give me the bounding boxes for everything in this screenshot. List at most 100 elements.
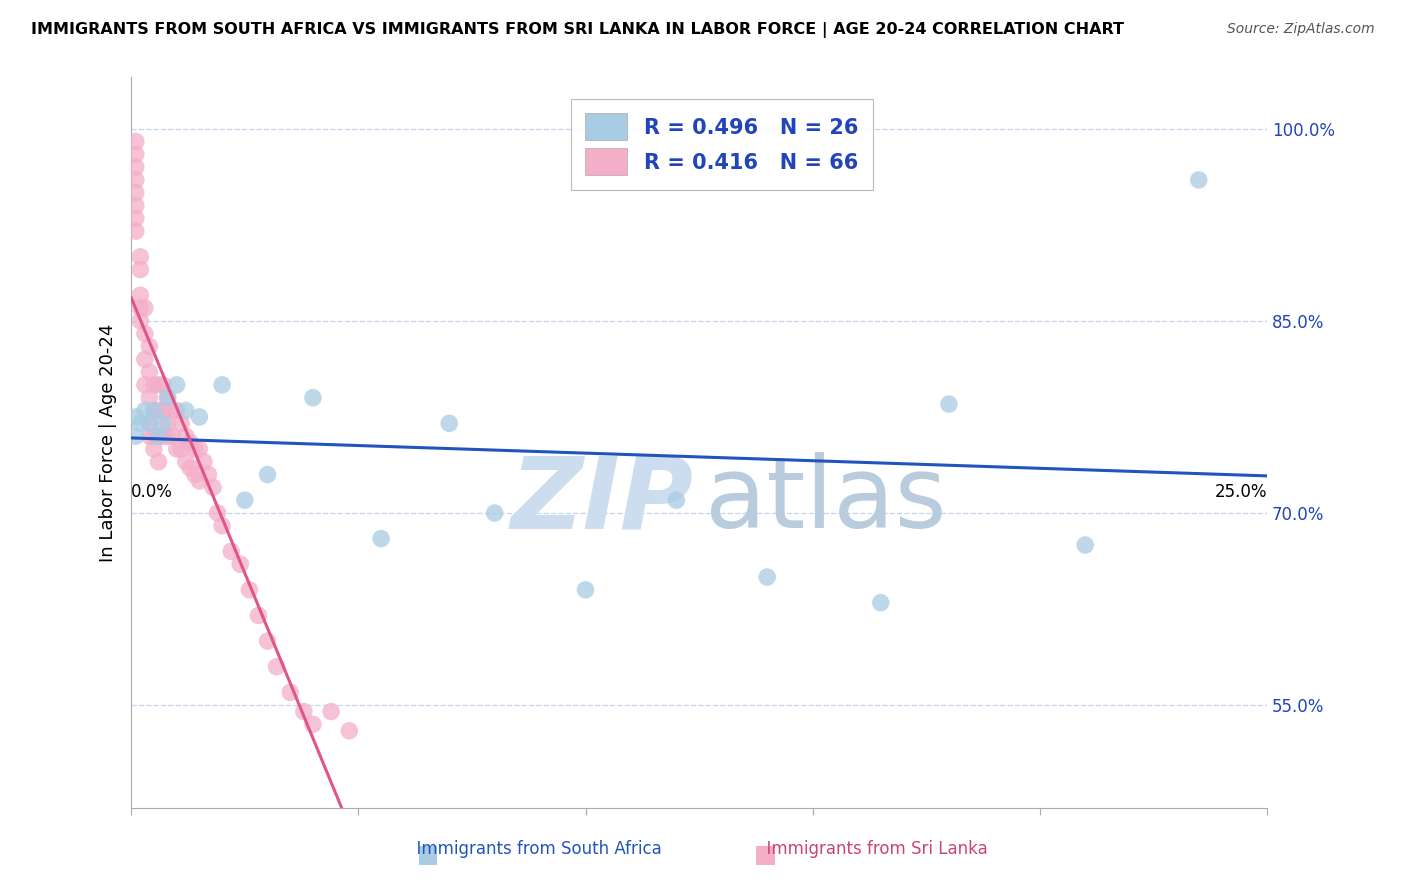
Text: Immigrants from South Africa: Immigrants from South Africa — [406, 840, 662, 858]
Point — [484, 506, 506, 520]
Point — [256, 467, 278, 482]
Point — [170, 442, 193, 456]
Point — [321, 705, 343, 719]
Point — [188, 409, 211, 424]
Y-axis label: In Labor Force | Age 20-24: In Labor Force | Age 20-24 — [100, 323, 117, 562]
Point — [247, 608, 270, 623]
Point — [156, 417, 179, 431]
Point — [229, 558, 252, 572]
Point — [292, 705, 315, 719]
Legend: R = 0.496   N = 26, R = 0.416   N = 66: R = 0.496 N = 26, R = 0.416 N = 66 — [571, 99, 873, 190]
Point — [188, 474, 211, 488]
Point — [439, 417, 461, 431]
Point — [125, 186, 148, 200]
Point — [166, 377, 188, 392]
Point — [143, 442, 166, 456]
Point — [143, 403, 166, 417]
Text: atlas: atlas — [704, 452, 946, 549]
Point — [129, 417, 152, 431]
Point — [179, 461, 201, 475]
Point — [129, 262, 152, 277]
Point — [211, 377, 233, 392]
Point — [211, 518, 233, 533]
Point — [125, 211, 148, 226]
Point — [138, 391, 160, 405]
Point — [160, 403, 183, 417]
Point — [179, 435, 201, 450]
Point — [166, 442, 188, 456]
Point — [665, 493, 688, 508]
Text: Immigrants from Sri Lanka: Immigrants from Sri Lanka — [756, 840, 987, 858]
Point — [1074, 538, 1097, 552]
Point — [174, 455, 197, 469]
Point — [193, 455, 215, 469]
Point — [143, 377, 166, 392]
Point — [152, 429, 174, 443]
Point — [125, 147, 148, 161]
Point — [219, 544, 242, 558]
Point — [152, 417, 174, 431]
Point — [207, 506, 229, 520]
Point — [129, 314, 152, 328]
Point — [125, 224, 148, 238]
Point — [238, 582, 260, 597]
Point — [138, 417, 160, 431]
Point — [302, 717, 325, 731]
Text: IMMIGRANTS FROM SOUTH AFRICA VS IMMIGRANTS FROM SRI LANKA IN LABOR FORCE | AGE 2: IMMIGRANTS FROM SOUTH AFRICA VS IMMIGRAN… — [31, 22, 1123, 38]
Point — [156, 429, 179, 443]
Point — [134, 377, 156, 392]
Point — [188, 442, 211, 456]
Point — [370, 532, 392, 546]
Point — [129, 250, 152, 264]
Point — [125, 160, 148, 174]
Point — [756, 570, 779, 584]
Point — [184, 442, 207, 456]
Point — [1188, 173, 1211, 187]
Point — [160, 429, 183, 443]
Point — [129, 301, 152, 315]
Point — [148, 429, 170, 443]
Point — [202, 480, 225, 494]
Point — [184, 467, 207, 482]
Text: 0.0%: 0.0% — [131, 483, 173, 500]
Point — [148, 403, 170, 417]
Point — [125, 173, 148, 187]
Point — [170, 417, 193, 431]
Point — [302, 391, 325, 405]
Point — [143, 403, 166, 417]
Point — [197, 467, 219, 482]
Point — [134, 301, 156, 315]
Point — [134, 326, 156, 341]
Point — [256, 634, 278, 648]
Point — [574, 582, 596, 597]
Point — [138, 365, 160, 379]
Point — [152, 377, 174, 392]
Point — [138, 417, 160, 431]
Point — [233, 493, 256, 508]
Point — [138, 339, 160, 353]
Point — [125, 409, 148, 424]
Point — [166, 403, 188, 417]
Point — [938, 397, 960, 411]
Text: 25.0%: 25.0% — [1215, 483, 1267, 500]
Point — [152, 403, 174, 417]
Point — [143, 429, 166, 443]
Text: Source: ZipAtlas.com: Source: ZipAtlas.com — [1227, 22, 1375, 37]
Point — [138, 429, 160, 443]
Point — [134, 403, 156, 417]
Point — [156, 391, 179, 405]
Point — [125, 198, 148, 212]
Point — [125, 429, 148, 443]
Point — [148, 429, 170, 443]
Point — [148, 377, 170, 392]
Point — [125, 135, 148, 149]
Point — [174, 403, 197, 417]
Point — [156, 391, 179, 405]
Point — [266, 659, 288, 673]
Point — [869, 596, 891, 610]
Point — [148, 455, 170, 469]
Point — [129, 288, 152, 302]
Point — [337, 723, 360, 738]
Point — [134, 352, 156, 367]
Point — [278, 685, 301, 699]
